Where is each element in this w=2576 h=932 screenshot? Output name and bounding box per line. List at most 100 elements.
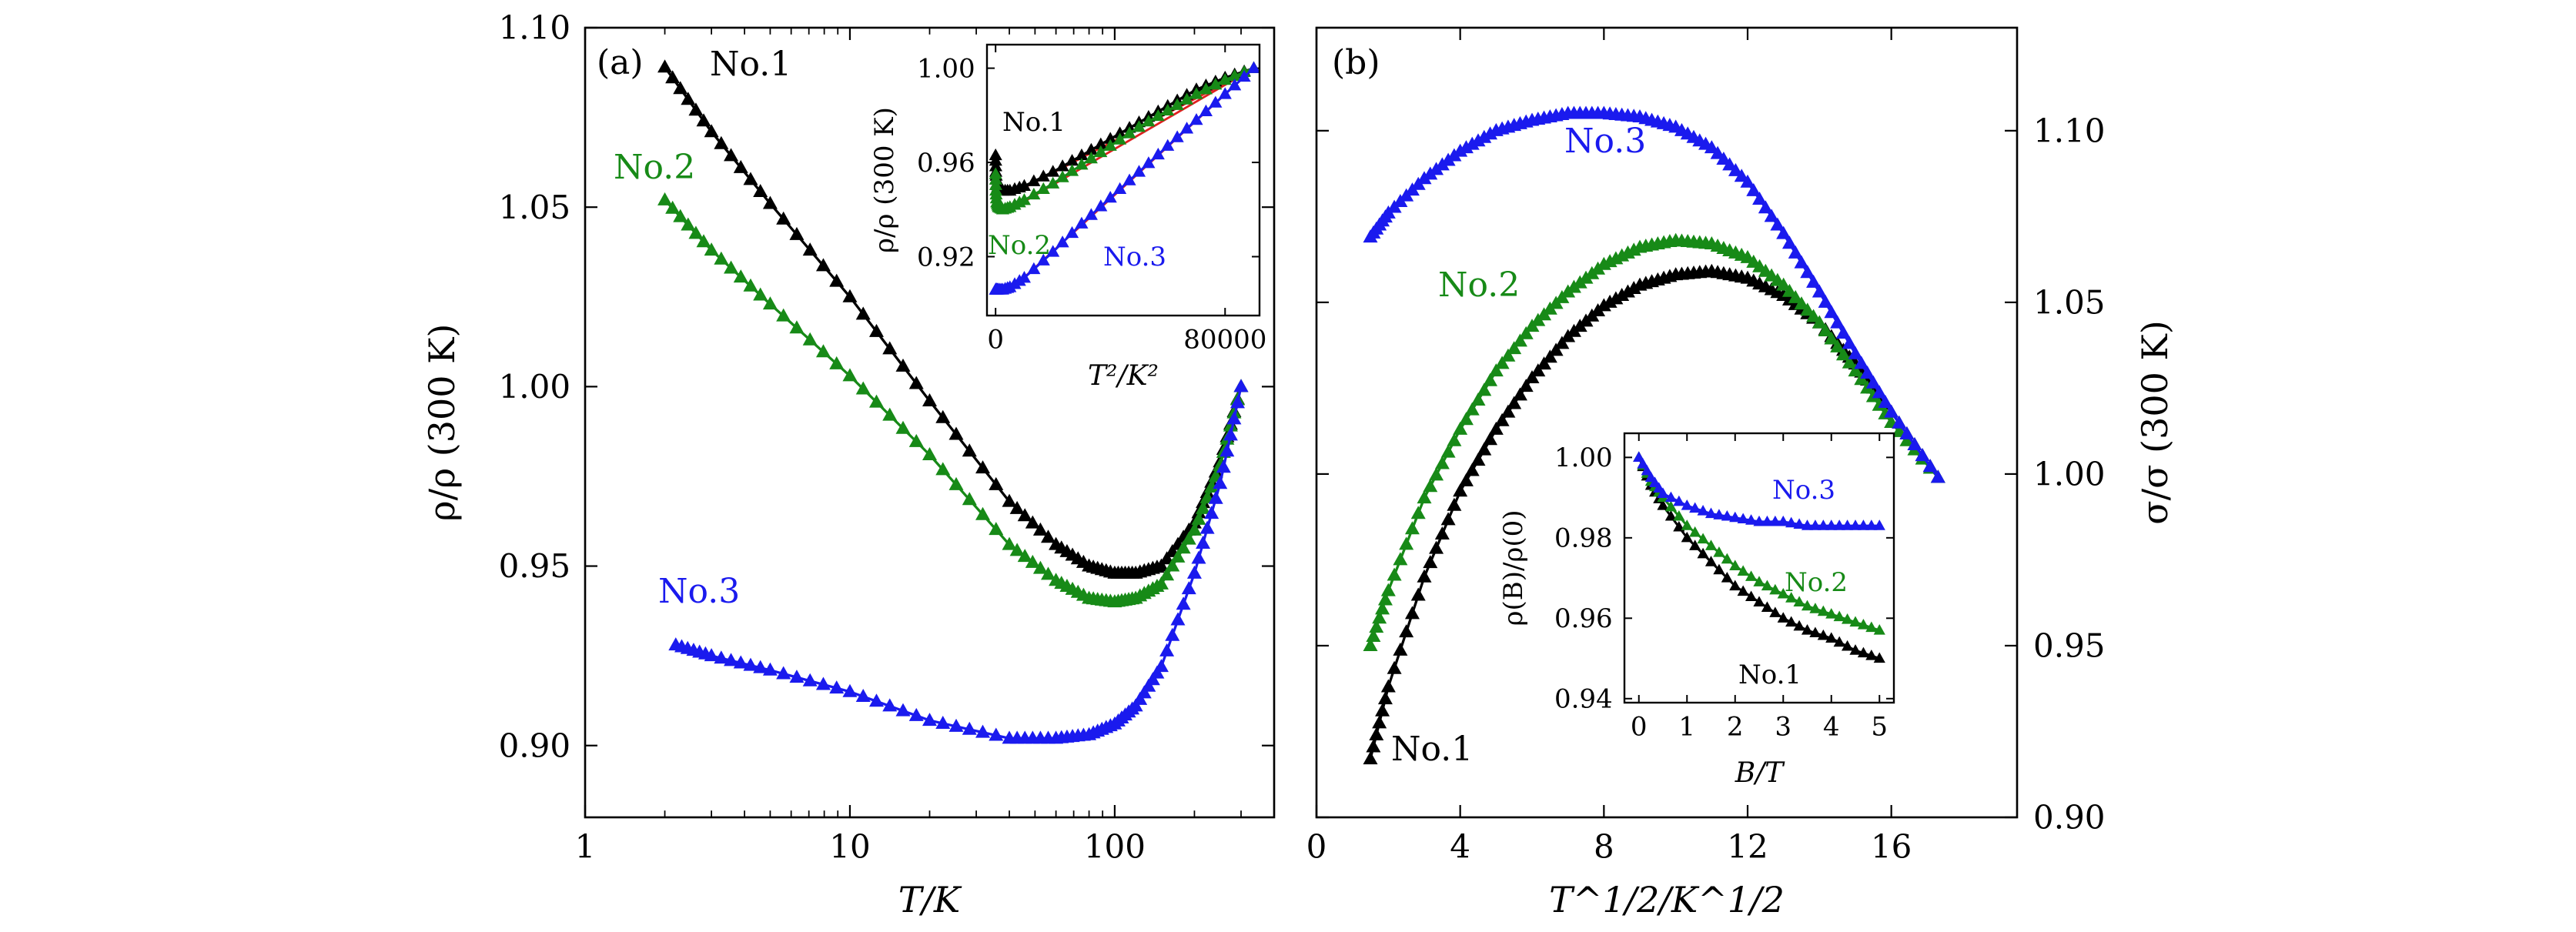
inset-b-marker-No.3 [1849, 519, 1862, 530]
inset-a-label-No.3: No.3 [1103, 242, 1166, 272]
panel-b-marker-No.2 [1818, 323, 1833, 337]
inset-b-marker-No.2 [1737, 565, 1749, 576]
panel-b-marker-No.2 [1366, 629, 1381, 643]
inset-b-label-No.1: No.1 [1738, 660, 1802, 690]
inset-b-marker-No.2 [1729, 560, 1741, 570]
inset-b-marker-No.3 [1865, 519, 1878, 530]
panel-a-label-No.2: No.2 [614, 148, 695, 187]
panel-b-marker-No.2 [1369, 620, 1384, 633]
panel-b-marker-No.3 [1722, 157, 1738, 171]
panel-a-marker-No.1 [895, 358, 911, 372]
panel-a-marker-No.3 [895, 703, 911, 717]
inset-b-marker-No.3 [1873, 519, 1885, 530]
panel-a-marker-No.3 [1208, 490, 1223, 504]
inset-b-marker-No.2 [1664, 500, 1678, 512]
inset-b-marker-No.2 [1809, 603, 1822, 613]
panel-a-marker-No.3 [1159, 643, 1175, 656]
panel-b-marker-No.3 [1752, 192, 1768, 205]
panel-b-marker-No.2 [1776, 277, 1791, 291]
panel-a-marker-No.3 [948, 718, 964, 732]
inset-b-marker-No.3 [1817, 519, 1829, 530]
inset-b-marker-No.3 [1657, 487, 1669, 498]
panel-a-marker-No.2 [1191, 511, 1206, 525]
panel-b-marker-No.2 [1830, 339, 1845, 352]
panel-a-xtick-label: 100 [1084, 828, 1146, 866]
panel-a-marker-No.3 [868, 693, 884, 707]
panel-b-marker-No.1 [1380, 679, 1396, 693]
inset-b-marker-No.3 [1785, 516, 1798, 528]
panel-a-marker-No.2 [1223, 418, 1238, 432]
inset-b-marker-No.1 [1713, 563, 1725, 575]
panel-a-marker-No.3 [743, 657, 758, 671]
panel-a-marker-No.3 [935, 715, 951, 729]
inset-b-marker-No.3 [1769, 515, 1781, 526]
panel-b-marker-No.1 [1626, 281, 1641, 295]
panel-b-marker-No.1 [1494, 413, 1510, 426]
panel-a-marker-No.2 [1009, 543, 1025, 556]
panel-b-marker-No.2 [1865, 389, 1881, 403]
inset-a-marker-No.2 [1094, 145, 1108, 158]
panel-a-marker-No.2 [762, 296, 778, 310]
panel-a-marker-No.1 [1032, 522, 1048, 536]
panel-b-marker-No.3 [1848, 346, 1863, 359]
panel-a-marker-No.2 [1041, 566, 1056, 580]
panel-a-marker-No.1 [665, 70, 681, 84]
panel-a-marker-No.1 [1159, 551, 1175, 565]
inset-b-marker-No.1 [1657, 499, 1669, 510]
panel-b-marker-No.1 [1447, 497, 1462, 511]
panel-a-marker-No.1 [733, 159, 748, 173]
inset-b-marker-No.2 [1873, 623, 1885, 635]
panel-b-marker-No.2 [1835, 347, 1851, 361]
panel-b-xlabel: T^1/2/K^1/2 [1549, 879, 1785, 920]
inset-b-xtick-label: 3 [1775, 712, 1791, 743]
panel-b-marker-No.3 [1740, 174, 1755, 188]
panel-b-marker-No.1 [1507, 396, 1522, 409]
inset-a-marker-No.1 [1084, 142, 1098, 155]
inset-a-marker-No.2 [1075, 158, 1089, 170]
inset-b-marker-No.3 [1681, 499, 1693, 510]
inset-a-xtick-label: 80000 [1183, 325, 1266, 356]
inset-b-marker-No.3 [1841, 519, 1854, 530]
panel-a-marker-No.3 [842, 683, 858, 697]
inset-b-marker-No.3 [1825, 519, 1838, 530]
panel-a-marker-No.2 [724, 260, 739, 274]
panel-b-marker-No.1 [1429, 540, 1444, 554]
inset-b-marker-No.2 [1833, 610, 1845, 622]
panel-b-label-No.3: No.3 [1564, 122, 1646, 161]
panel-a-marker-No.3 [724, 653, 739, 666]
panel-a-marker-No.3 [1176, 596, 1191, 610]
panel-a-marker-No.2 [743, 278, 758, 292]
inset-b-marker-No.2 [1825, 608, 1838, 619]
inset-a-marker-No.2 [1036, 182, 1050, 195]
panel-b-marker-No.3 [1758, 200, 1773, 214]
inset-b-marker-No.1 [1777, 612, 1789, 623]
panel-a-marker-No.2 [1196, 500, 1211, 514]
inset-a-marker-No.1 [1055, 159, 1069, 172]
inset-b-marker-No.2 [1761, 580, 1774, 591]
panel-b-marker-No.3 [1835, 326, 1851, 339]
panel-a-marker-No.3 [802, 673, 818, 686]
panel-a-marker-No.3 [1149, 665, 1165, 679]
inset-b-marker-No.3 [1857, 519, 1870, 530]
inset-b-marker-No.3 [1721, 509, 1733, 521]
panel-b-marker-No.1 [1488, 421, 1504, 435]
inset-b-marker-No.1 [1729, 580, 1741, 591]
inset-b-marker-No.1 [1681, 531, 1693, 543]
panel-b-marker-No.1 [1470, 453, 1486, 466]
panel-a-marker-No.1 [704, 124, 719, 138]
panel-b-marker-No.2 [1393, 552, 1408, 566]
inset-b-marker-No.1 [1689, 539, 1701, 550]
panel-b-marker-No.2 [1794, 296, 1809, 310]
inset-b-marker-No.3 [1833, 519, 1845, 530]
panel-a-marker-No.2 [1025, 554, 1040, 568]
panel-a-marker-No.3 [922, 713, 937, 727]
inset-a-marker-No.3 [1142, 156, 1156, 169]
panel-a-label: (a) [597, 43, 644, 82]
panel-a-marker-No.3 [1223, 427, 1238, 441]
inset-a-marker-No.3 [1027, 262, 1041, 275]
panel-a-marker-No.3 [815, 676, 831, 690]
panel-a-marker-No.2 [665, 200, 681, 214]
panel-a-marker-No.2 [696, 234, 711, 248]
inset-a-marker-No.2 [1170, 98, 1184, 110]
panel-b-marker-No.3 [1884, 404, 1899, 418]
